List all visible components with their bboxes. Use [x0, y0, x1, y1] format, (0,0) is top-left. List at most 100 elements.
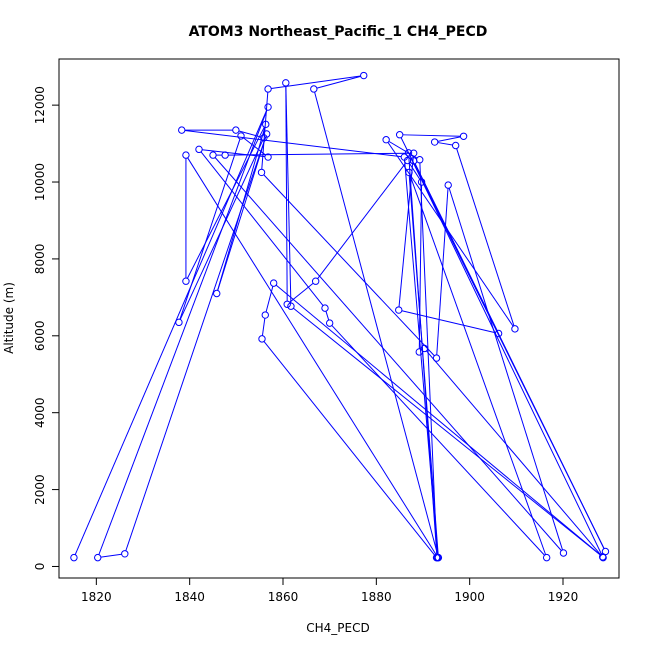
- x-axis-label: CH4_PECD: [306, 621, 369, 635]
- data-point: [264, 103, 272, 111]
- series-segment: [217, 136, 267, 291]
- series-segment: [401, 310, 496, 334]
- data-point: [459, 132, 468, 140]
- data-point: [257, 168, 266, 177]
- data-point: [262, 120, 270, 129]
- data-point: [598, 553, 607, 561]
- chart-title: ATOM3 Northeast_Pacific_1 CH4_PECD: [189, 24, 488, 40]
- series-segment: [437, 142, 453, 146]
- data-point: [542, 553, 551, 562]
- series-segment: [408, 155, 438, 555]
- y-tick-label: 12000: [33, 86, 47, 124]
- data-point: [264, 85, 272, 93]
- series-segment: [98, 109, 268, 555]
- data-point: [404, 149, 413, 157]
- data-point: [282, 79, 290, 87]
- series-segment: [436, 188, 449, 355]
- data-point: [195, 145, 203, 154]
- data-point: [283, 300, 291, 308]
- data-point: [325, 319, 334, 327]
- data-point: [321, 304, 329, 312]
- series-segment: [187, 157, 437, 556]
- x-axis: 1820 1840 1860 1880 1900 1920: [81, 578, 578, 604]
- y-axis: 0 2000 4000 6000 8000 10000 12000: [33, 86, 59, 570]
- data-point: [403, 156, 412, 165]
- series-segment: [214, 157, 562, 551]
- series-segment: [387, 142, 514, 327]
- series-segment: [100, 553, 122, 558]
- data-point: [213, 289, 221, 298]
- series-segment: [331, 325, 545, 556]
- series-segment: [437, 136, 461, 142]
- series-segment: [275, 284, 601, 556]
- plot-frame: [58, 58, 620, 579]
- x-tick-label: 1900: [454, 590, 485, 604]
- data-point: [395, 131, 404, 139]
- data-point: [94, 553, 102, 562]
- data-point: [444, 181, 452, 189]
- series-segment: [125, 136, 267, 551]
- data-point: [264, 153, 272, 161]
- series-segment: [426, 350, 602, 556]
- data-point: [237, 132, 245, 140]
- data-point: [182, 151, 190, 159]
- data-point: [311, 277, 320, 285]
- series-segment: [261, 92, 269, 170]
- series-segment: [409, 175, 547, 555]
- data-point: [175, 318, 183, 327]
- data-point: [432, 553, 441, 562]
- series-segment: [202, 149, 265, 158]
- series-segment: [265, 286, 274, 313]
- series-segment: [400, 137, 605, 549]
- data-point: [261, 311, 269, 319]
- data-point: [405, 168, 413, 177]
- data-point: [310, 85, 318, 93]
- x-tick-label: 1840: [174, 590, 205, 604]
- y-tick-label: 6000: [33, 321, 47, 352]
- data-point: [232, 126, 240, 134]
- data-point: [430, 138, 439, 146]
- series-segment: [200, 151, 324, 306]
- series-segment: [448, 188, 563, 551]
- data-point: [420, 344, 429, 353]
- y-tick-label: 10000: [33, 163, 47, 201]
- series-segment: [325, 311, 330, 321]
- data-point: [269, 279, 278, 287]
- series-segment: [243, 137, 266, 156]
- series-segment: [285, 86, 292, 304]
- series-segment: [408, 162, 421, 180]
- series-layer: [70, 71, 610, 562]
- data-point: [451, 141, 460, 150]
- data-point: [409, 149, 418, 157]
- data-point: [70, 553, 78, 562]
- x-tick-label: 1820: [81, 590, 112, 604]
- series-segment: [388, 140, 418, 159]
- y-tick-label: 2000: [33, 474, 47, 505]
- series-segment: [316, 75, 361, 89]
- data-point: [559, 549, 568, 557]
- data-point: [209, 151, 217, 159]
- data-point: [221, 151, 229, 159]
- series-segment: [184, 130, 402, 158]
- series-segment: [263, 341, 435, 556]
- x-tick-label: 1880: [361, 590, 392, 604]
- y-tick-label: 8000: [33, 244, 47, 275]
- data-point: [432, 354, 441, 362]
- x-tick-label: 1860: [268, 590, 299, 604]
- series-segment: [186, 126, 265, 279]
- data-point: [511, 325, 519, 333]
- data-point: [182, 277, 190, 285]
- data-point: [415, 348, 423, 356]
- y-axis-label: Altitude (m): [2, 282, 16, 354]
- series-segment: [285, 86, 288, 302]
- series-segment: [314, 91, 439, 555]
- data-point: [395, 306, 403, 314]
- x-tick-label: 1920: [548, 590, 579, 604]
- data-point: [178, 126, 186, 134]
- data-point: [417, 178, 426, 186]
- series-segment: [179, 138, 241, 320]
- data-point: [494, 329, 503, 338]
- y-tick-label: 0: [33, 563, 47, 571]
- data-point: [287, 302, 295, 310]
